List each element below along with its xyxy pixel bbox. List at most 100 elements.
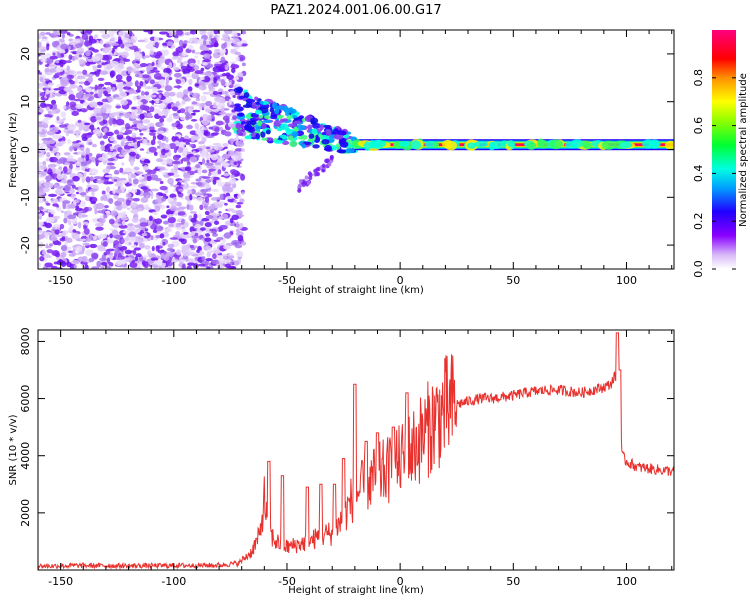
noise-blob <box>237 193 242 200</box>
transition-blob <box>255 133 260 140</box>
noise-blob <box>75 92 85 99</box>
noise-blob <box>105 131 114 137</box>
noise-blob <box>105 265 110 268</box>
noise-blob <box>67 139 72 144</box>
bottom-y-tick-label: 8000 <box>19 327 32 355</box>
noise-blob <box>128 178 132 184</box>
noise-blob <box>235 228 240 233</box>
noise-blob <box>157 140 162 144</box>
noise-blob <box>200 227 206 231</box>
noise-blob <box>117 68 122 74</box>
noise-blob <box>176 91 184 98</box>
noise-blob <box>84 122 91 126</box>
transition-blob <box>279 134 288 140</box>
noise-blob <box>189 185 198 189</box>
noise-blob <box>204 237 212 242</box>
noise-blob <box>129 236 136 243</box>
noise-blob <box>131 244 137 248</box>
noise-blob <box>219 193 225 201</box>
colorbar-tick-label: 0.8 <box>692 69 705 87</box>
transition-blob <box>321 138 330 145</box>
bottom-y-tick-label: 6000 <box>19 385 32 413</box>
noise-blob <box>216 145 224 150</box>
transition-blob <box>256 120 263 127</box>
noise-blob <box>231 36 240 39</box>
noise-blob <box>81 150 86 156</box>
noise-blob <box>125 199 132 206</box>
noise-blob <box>49 63 55 68</box>
noise-blob <box>72 130 82 135</box>
noise-blob <box>231 214 239 221</box>
noise-blob <box>177 59 182 64</box>
noise-blob <box>142 261 149 266</box>
transition-blob <box>254 109 262 115</box>
noise-blob <box>153 70 160 73</box>
noise-blob <box>64 186 71 192</box>
noise-blob <box>126 207 131 211</box>
noise-blob <box>194 122 200 130</box>
transition-blob <box>233 87 243 93</box>
noise-blob <box>142 56 146 60</box>
noise-blob <box>116 205 123 211</box>
noise-blob <box>170 251 175 255</box>
noise-blob <box>88 141 93 145</box>
noise-blob <box>164 227 173 232</box>
noise-blob <box>174 209 179 217</box>
noise-blob <box>153 36 160 42</box>
noise-blob <box>67 123 77 131</box>
noise-blob <box>155 225 164 232</box>
top-y-tick-label: -20 <box>19 236 32 254</box>
noise-blob <box>170 168 176 173</box>
noise-blob <box>96 179 105 184</box>
top-x-tick-label: -150 <box>48 274 73 287</box>
noise-blob <box>121 171 129 175</box>
noise-blob <box>145 94 151 101</box>
carrier-line-blob <box>538 139 549 149</box>
noise-blob <box>183 231 189 235</box>
noise-blob <box>40 164 47 171</box>
noise-blob <box>157 249 161 254</box>
noise-blob <box>225 259 232 263</box>
noise-blob <box>80 125 88 130</box>
noise-blob <box>204 196 210 203</box>
noise-blob <box>38 46 47 53</box>
noise-blob <box>107 158 115 162</box>
noise-blob <box>134 52 143 60</box>
noise-blob <box>229 178 237 184</box>
bottom-x-axis-label: Height of straight line (km) <box>288 585 424 596</box>
noise-blob <box>113 169 120 175</box>
noise-blob <box>231 79 235 85</box>
noise-blob <box>71 219 78 225</box>
noise-blob <box>149 132 156 136</box>
noise-blob <box>120 245 128 251</box>
noise-blob <box>194 223 202 229</box>
noise-blob <box>139 235 144 239</box>
noise-blob <box>150 223 158 230</box>
noise-blob <box>118 259 127 265</box>
noise-blob <box>156 158 164 163</box>
noise-blob <box>115 188 122 194</box>
noise-blob <box>106 210 111 217</box>
noise-blob <box>55 134 63 139</box>
noise-blob <box>178 39 184 47</box>
noise-blob <box>134 256 139 262</box>
noise-blob <box>167 103 173 110</box>
noise-blob <box>114 183 123 187</box>
noise-blob <box>184 166 192 172</box>
noise-blob <box>59 77 69 84</box>
noise-blob <box>150 257 159 261</box>
noise-blob <box>102 241 108 247</box>
noise-blob <box>233 151 242 158</box>
noise-blob <box>190 135 200 141</box>
noise-blob <box>158 193 167 196</box>
noise-blob <box>66 105 70 110</box>
noise-blob <box>210 132 219 136</box>
noise-blob <box>214 220 220 225</box>
transition-blob <box>237 112 245 117</box>
noise-blob <box>45 157 50 162</box>
noise-blob <box>182 138 190 143</box>
noise-blob <box>225 195 234 200</box>
top-y-tick-label: -10 <box>19 188 32 206</box>
noise-blob <box>221 43 226 50</box>
noise-blob <box>175 249 182 256</box>
